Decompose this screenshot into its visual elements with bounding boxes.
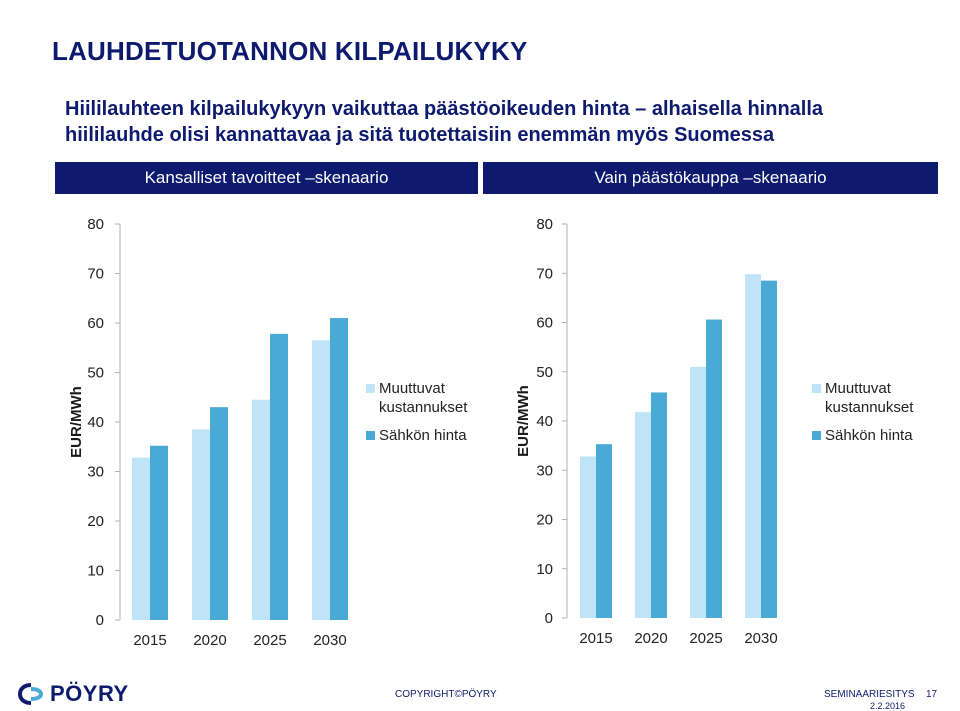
copyright-text: COPYRIGHT©PÖYRY <box>395 689 497 700</box>
poyry-logo: PÖYRY <box>18 680 129 708</box>
bar-2015-series-0 <box>132 457 150 620</box>
bar-2025-series-0 <box>252 399 270 620</box>
y-tick-label: 80 <box>536 216 553 233</box>
bar-2020-series-1 <box>651 392 667 618</box>
y-tick-label: 10 <box>536 561 553 578</box>
bar-2020-series-0 <box>192 429 210 620</box>
bar-2030-series-0 <box>312 340 330 620</box>
legend-label-0-line2: kustannukset <box>825 399 914 416</box>
x-tick-label: 2015 <box>579 630 612 647</box>
y-tick-label: 60 <box>536 315 553 332</box>
bar-2020-series-1 <box>210 407 228 620</box>
bar-2025-series-1 <box>270 333 288 620</box>
bar-2030-series-1 <box>330 318 348 620</box>
legend-label-0-line2: kustannukset <box>379 399 468 416</box>
legend-swatch-1 <box>812 431 821 440</box>
bar-2030-series-1 <box>761 280 777 618</box>
bar-2025-series-0 <box>690 366 706 618</box>
y-tick-label: 50 <box>536 364 553 381</box>
legend-swatch-1 <box>366 431 375 440</box>
y-tick-label: 20 <box>536 512 553 529</box>
seminar-label: SEMINAARIESITYS <box>824 689 915 700</box>
y-axis-title: EUR/MWh <box>68 386 85 458</box>
y-tick-label: 80 <box>87 216 104 233</box>
legend-label-0-line1: Muuttuvat <box>379 380 446 397</box>
bar-2015-series-0 <box>580 456 596 618</box>
y-tick-label: 70 <box>536 265 553 282</box>
y-tick-label: 60 <box>87 315 104 332</box>
legend-label-1: Sähkön hinta <box>825 427 913 444</box>
legend-label-1: Sähkön hinta <box>379 427 467 444</box>
x-tick-label: 2025 <box>689 630 722 647</box>
logo-text: PÖYRY <box>50 681 129 706</box>
x-tick-label: 2025 <box>253 632 286 649</box>
bar-2015-series-1 <box>596 444 612 618</box>
y-tick-label: 70 <box>87 266 104 283</box>
chart-right-title-banner: Vain päästökauppa –skenaario <box>483 162 938 194</box>
y-tick-label: 30 <box>87 464 104 481</box>
y-tick-label: 0 <box>545 610 553 627</box>
y-axis-title: EUR/MWh <box>515 385 532 457</box>
x-tick-label: 2015 <box>133 632 166 649</box>
x-tick-label: 2030 <box>313 632 346 649</box>
x-tick-label: 2020 <box>634 630 667 647</box>
y-tick-label: 40 <box>87 414 104 431</box>
page-subtitle: Hiililauhteen kilpailukykyyn vaikuttaa p… <box>65 98 824 146</box>
bar-2015-series-1 <box>150 445 168 620</box>
y-tick-label: 20 <box>87 513 104 530</box>
legend-label-0-line1: Muuttuvat <box>825 380 892 397</box>
y-tick-label: 0 <box>96 612 104 629</box>
x-tick-label: 2030 <box>744 630 777 647</box>
legend-swatch-0 <box>812 384 821 393</box>
poyry-logo-icon <box>18 683 44 705</box>
bar-2020-series-0 <box>635 412 651 618</box>
chart-left-title-banner: Kansalliset tavoitteet –skenaario <box>55 162 478 194</box>
y-tick-label: 40 <box>536 413 553 430</box>
footer-date: 2.2.2016 <box>870 701 906 711</box>
y-tick-label: 30 <box>536 462 553 479</box>
legend-swatch-0 <box>366 384 375 393</box>
y-tick-label: 10 <box>87 563 104 580</box>
bar-2025-series-1 <box>706 319 722 618</box>
bar-2030-series-0 <box>745 274 761 618</box>
y-tick-label: 50 <box>87 365 104 382</box>
page-number: 17 <box>926 689 938 700</box>
page-title: LAUHDETUOTANNON KILPAILUKYKY <box>52 36 528 66</box>
x-tick-label: 2020 <box>193 632 226 649</box>
